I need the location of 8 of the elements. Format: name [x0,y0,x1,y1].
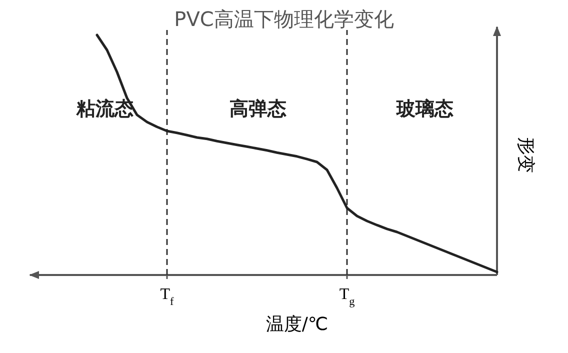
x-tick-label: T$_{f}$ [160,286,174,308]
annotation: 粘流态 [76,98,134,120]
y-axis-title: 形变 [515,137,536,173]
chart-title: PVC高温下物理化学变化 [174,7,394,31]
annotation: 高弹态 [230,98,286,120]
x-axis-title: 温度/℃ [266,314,328,335]
x-tick-label: T$_{g}$ [339,286,356,308]
annotation: 玻璃态 [396,98,454,120]
